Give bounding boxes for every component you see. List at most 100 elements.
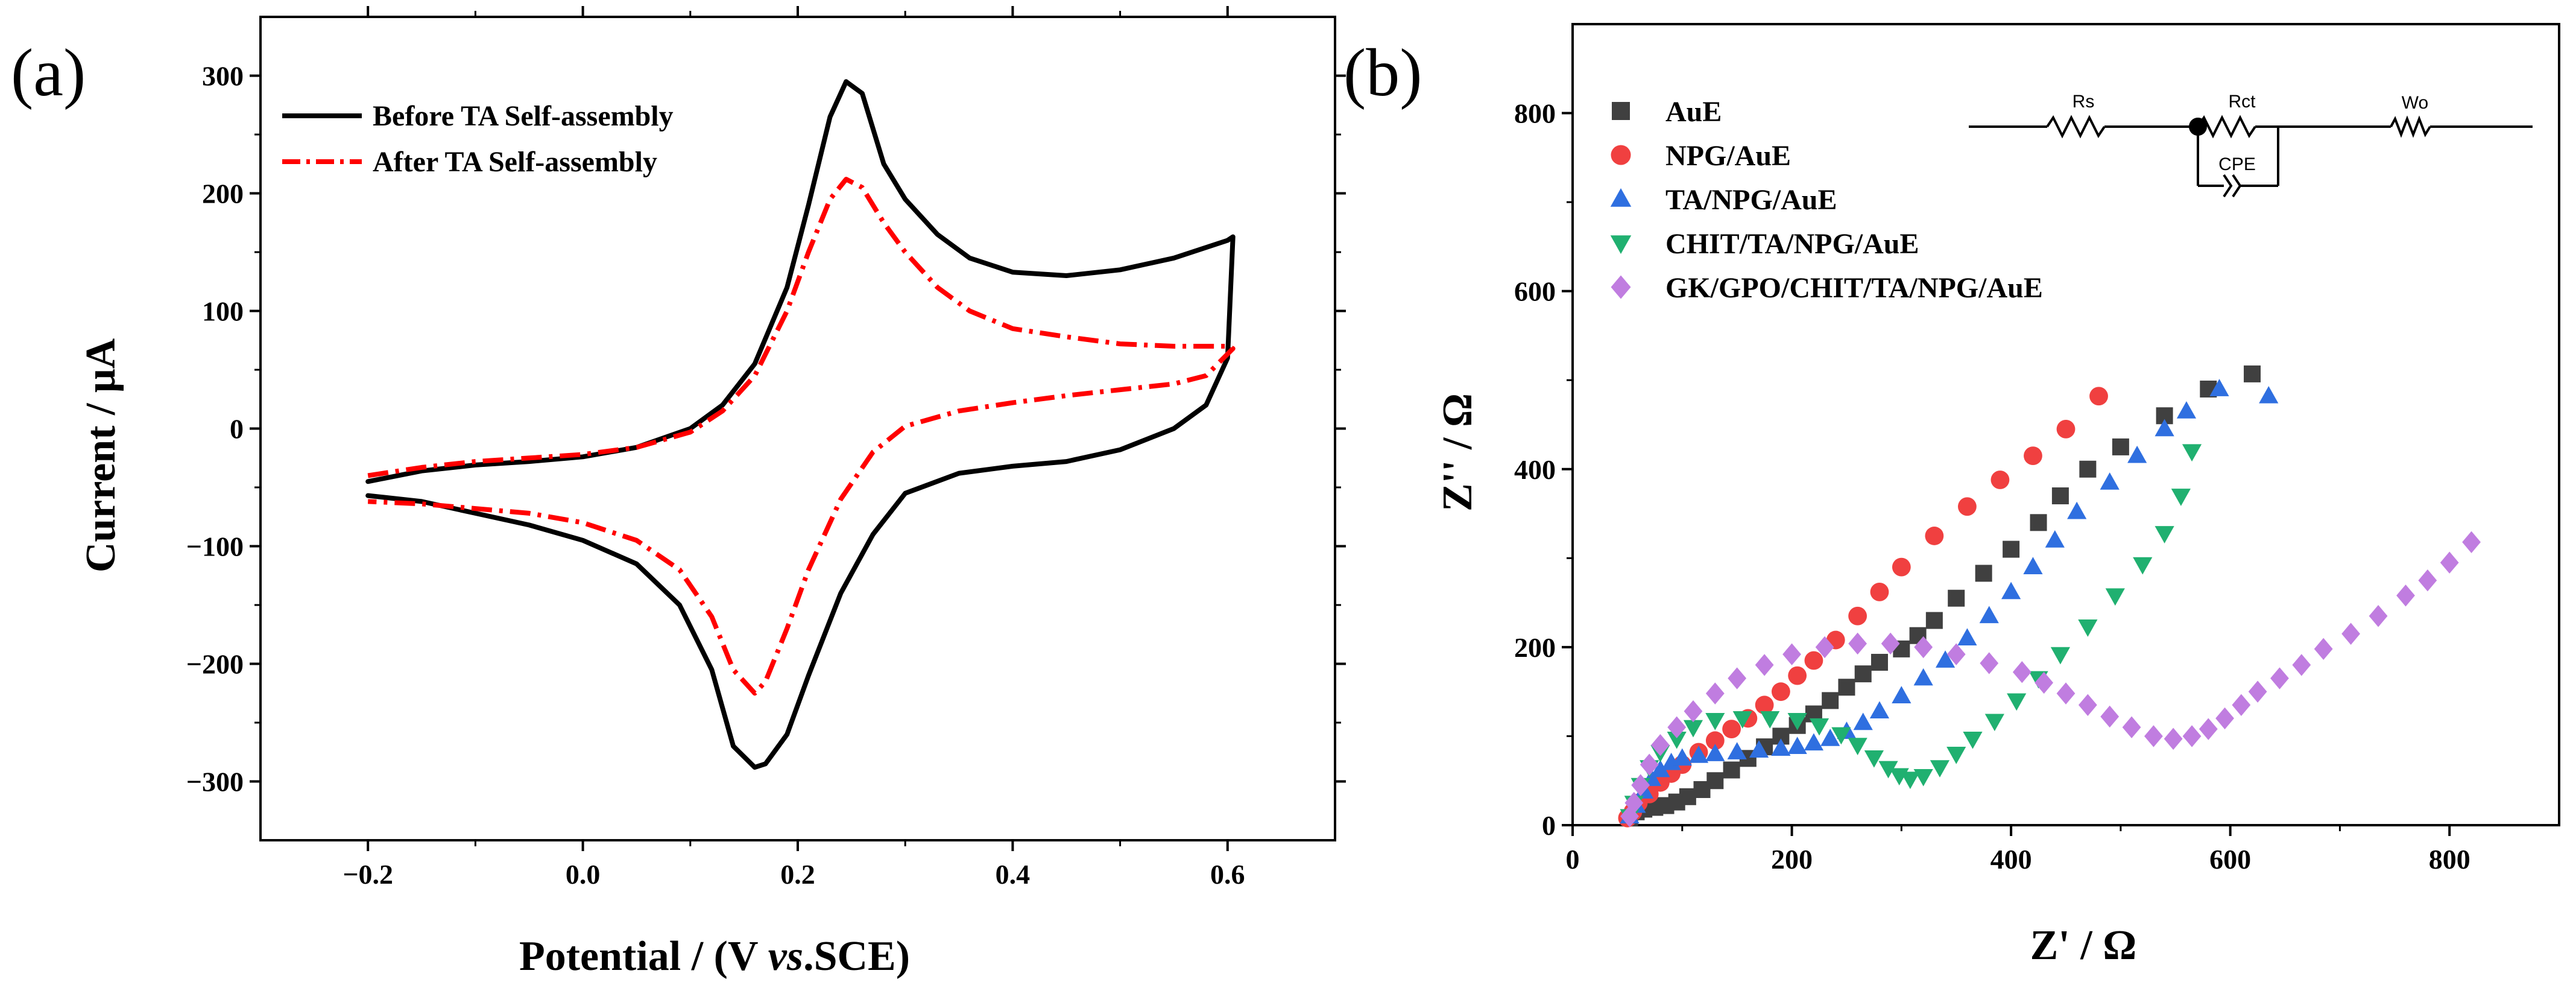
eis-point (2035, 671, 2054, 694)
eis-x-axis-title: Z' / Ω (2030, 922, 2137, 969)
eis-point (1771, 682, 1790, 702)
eis-point (2051, 487, 2069, 505)
cv-x-tick-label: 0.2 (780, 859, 815, 890)
eis-point (1990, 470, 2010, 489)
eis-point (2182, 444, 2202, 462)
cv-legend-label-1: After TA Self-assembly (373, 146, 657, 178)
eis-point (1705, 731, 1725, 750)
cv-series-line-0 (365, 79, 1236, 770)
eis-point (2215, 707, 2234, 730)
eis-point (2199, 718, 2218, 740)
eis-legend-marker-2 (1610, 188, 1632, 207)
eis-x-tick-label: 400 (1990, 844, 2032, 875)
eis-point (1820, 729, 1840, 746)
eis-point (1935, 650, 1956, 668)
eis-point (1640, 753, 1659, 776)
eis-point (2155, 419, 2174, 437)
eis-y-axis-title: Z'' / Ω (1435, 393, 1481, 512)
cv-x-tick-label: 0.0 (566, 859, 601, 890)
eis-point (2003, 540, 2020, 558)
eis-point (1892, 557, 1911, 577)
eis-point (1727, 742, 1747, 759)
eis-point (2341, 622, 2361, 645)
eis-point (2164, 727, 2183, 750)
eis-plot-frame (1571, 23, 2560, 826)
eis-point (2155, 526, 2174, 543)
eis-point (2248, 680, 2267, 703)
eis-point (2462, 531, 2481, 553)
eis-point (2259, 385, 2279, 404)
eis-y-tick-label: 800 (1514, 98, 1556, 129)
eis-point (1853, 712, 1873, 730)
eis-y-tick-label: 400 (1514, 454, 1556, 485)
eis-point (1705, 744, 1725, 761)
eis-point (1980, 652, 1999, 674)
eis-series-4 (1620, 531, 2481, 828)
eis-legend-marker-3 (1610, 235, 1632, 254)
eis-point (1749, 740, 1769, 758)
circuit-wo-label: Wo (2402, 93, 2428, 113)
eis-x-tick-label: 800 (2429, 844, 2470, 875)
cv-y-tick-label: −100 (186, 531, 244, 562)
eis-y-tick-label: 600 (1514, 276, 1556, 307)
eis-y-tick-label: 200 (1514, 632, 1556, 663)
equivalent-circuit (1969, 115, 2533, 198)
circuit-cpe-label: CPE (2218, 154, 2256, 174)
eis-point (1804, 651, 1823, 670)
eis-point (1925, 612, 1943, 629)
eis-point (2122, 716, 2141, 738)
eis-point (2292, 654, 2311, 676)
eis-point (1854, 665, 1872, 683)
eis-point (2078, 619, 2098, 637)
eis-point (1963, 731, 1983, 749)
eis-point (1755, 695, 1774, 715)
eis-point (2024, 446, 2042, 466)
eis-point (1848, 606, 1867, 626)
eis-point (1804, 733, 1824, 751)
eis-point (2209, 379, 2229, 396)
eis-point (1688, 746, 1709, 763)
eis-point (1925, 527, 1944, 545)
eis-legend-label-1: NPG/AuE (1665, 140, 1791, 172)
eis-point (2023, 557, 2043, 574)
eis-point (2089, 387, 2108, 406)
eis-x-tick-label: 0 (1566, 844, 1580, 875)
eis-point (1946, 747, 1966, 764)
eis-series-3 (1620, 444, 2202, 827)
eis-legend-marker-4 (1611, 275, 1631, 299)
eis-point (1930, 760, 1950, 778)
eis-point (2001, 581, 2021, 600)
eis-point (1782, 643, 1801, 665)
eis-point (1822, 692, 1839, 709)
eis-point (2127, 445, 2147, 463)
eis-x-tick-label: 600 (2209, 844, 2251, 875)
eis-point (1787, 712, 1807, 730)
eis-point (1705, 712, 1725, 730)
eis-point (2244, 365, 2261, 382)
eis-point (1913, 768, 1933, 787)
cv-x-axis-title: Potential / (V vs.SCE) (519, 933, 910, 980)
eis-point (1831, 727, 1851, 745)
eis-point (2369, 605, 2388, 627)
eis-point (1957, 628, 1977, 646)
eis-point (2133, 557, 2153, 575)
cv-x-tick-label: −0.2 (343, 859, 393, 890)
eis-point (1870, 653, 1888, 671)
eis-point (2112, 438, 2129, 455)
panel-a-label: (a) (11, 36, 86, 110)
eis-point (2100, 472, 2120, 490)
eis-point (1838, 679, 1855, 696)
eis-point (1864, 750, 1884, 768)
eis-point (1728, 667, 1747, 689)
eis-point (1651, 734, 1670, 756)
eis-point (2396, 584, 2415, 607)
eis-point (1984, 714, 2004, 732)
circuit-rs-label: Rs (2072, 92, 2095, 112)
eis-point (1661, 752, 1681, 770)
eis-point (1848, 632, 1867, 655)
eis-point (2056, 682, 2076, 705)
eis-point (2079, 460, 2097, 478)
eis-point (1979, 606, 1999, 624)
eis-point (1667, 716, 1687, 738)
